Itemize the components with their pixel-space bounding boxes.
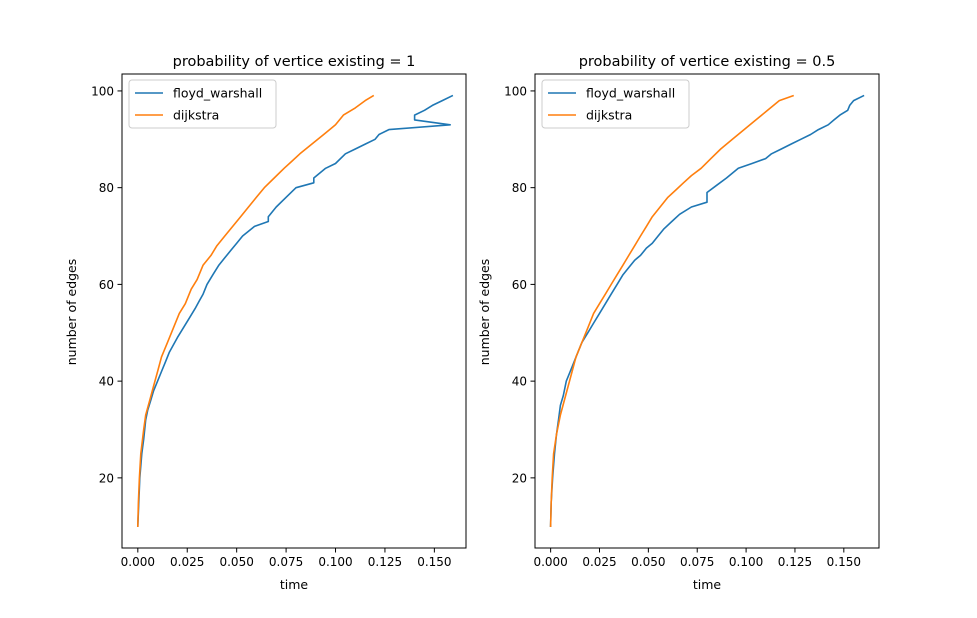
legend-label-dijkstra: dijkstra	[586, 108, 632, 123]
ticks-left: 0.000 0.025 0.050 0.075 0.100 0.125 0.150 20 40 6…	[91, 84, 451, 569]
x-tick-label: 0.150	[417, 555, 451, 569]
legend-right: floyd_warshall dijkstra	[541, 79, 690, 129]
plot-area-left	[136, 94, 454, 528]
x-axis-label: time	[280, 577, 309, 592]
x-tick-label: 0.025	[582, 555, 616, 569]
chart-title: probability of vertice existing = 0.5	[579, 54, 836, 70]
y-tick-label: 40	[512, 375, 527, 389]
x-tick-label: 0.000	[533, 555, 567, 569]
series-line-dijkstra	[549, 94, 795, 528]
x-tick-label: 0.000	[121, 555, 155, 569]
x-axis-label: time	[693, 577, 722, 592]
x-tick-label: 0.125	[778, 555, 812, 569]
plot-area-right	[549, 94, 865, 528]
x-tick-label: 0.125	[368, 555, 402, 569]
y-tick-label: 60	[512, 278, 527, 292]
y-tick-label: 20	[512, 471, 527, 485]
y-axis-label: number of edges	[477, 259, 492, 366]
x-tick-label: 0.075	[680, 555, 714, 569]
x-tick-label: 0.100	[729, 555, 763, 569]
x-tick-label: 0.150	[827, 555, 861, 569]
x-tick-label: 0.075	[269, 555, 303, 569]
plot-frame-left	[121, 73, 467, 549]
series-line-dijkstra	[136, 94, 375, 528]
plot-frame-right	[534, 73, 880, 549]
y-tick-label: 20	[99, 471, 114, 485]
legend-left: floyd_warshall dijkstra	[128, 79, 277, 129]
x-tick-label: 0.100	[318, 555, 352, 569]
y-tick-label: 100	[504, 84, 527, 98]
y-tick-label: 80	[99, 181, 114, 195]
legend-label-floyd-warshall: floyd_warshall	[586, 86, 675, 101]
y-tick-label: 100	[91, 84, 114, 98]
legend-label-dijkstra: dijkstra	[173, 108, 219, 123]
y-tick-label: 40	[99, 375, 114, 389]
series-line-floyd-warshall	[136, 94, 454, 528]
y-axis-label: number of edges	[64, 259, 79, 366]
x-tick-label: 0.025	[170, 555, 204, 569]
subplot-left: probability of vertice existing = 1 time…	[64, 54, 467, 592]
legend-box	[128, 79, 277, 129]
x-tick-label: 0.050	[219, 555, 253, 569]
legend-box	[541, 79, 690, 129]
ticks-right: 0.000 0.025 0.050 0.075 0.100 0.125 0.150 20 40 6…	[504, 84, 861, 569]
y-tick-label: 80	[512, 181, 527, 195]
subplot-right: probability of vertice existing = 0.5 ti…	[477, 54, 880, 592]
legend-label-floyd-warshall: floyd_warshall	[173, 86, 262, 101]
x-tick-label: 0.050	[631, 555, 665, 569]
series-line-floyd-warshall	[549, 94, 865, 528]
y-tick-label: 60	[99, 278, 114, 292]
chart-title: probability of vertice existing = 1	[173, 54, 416, 70]
